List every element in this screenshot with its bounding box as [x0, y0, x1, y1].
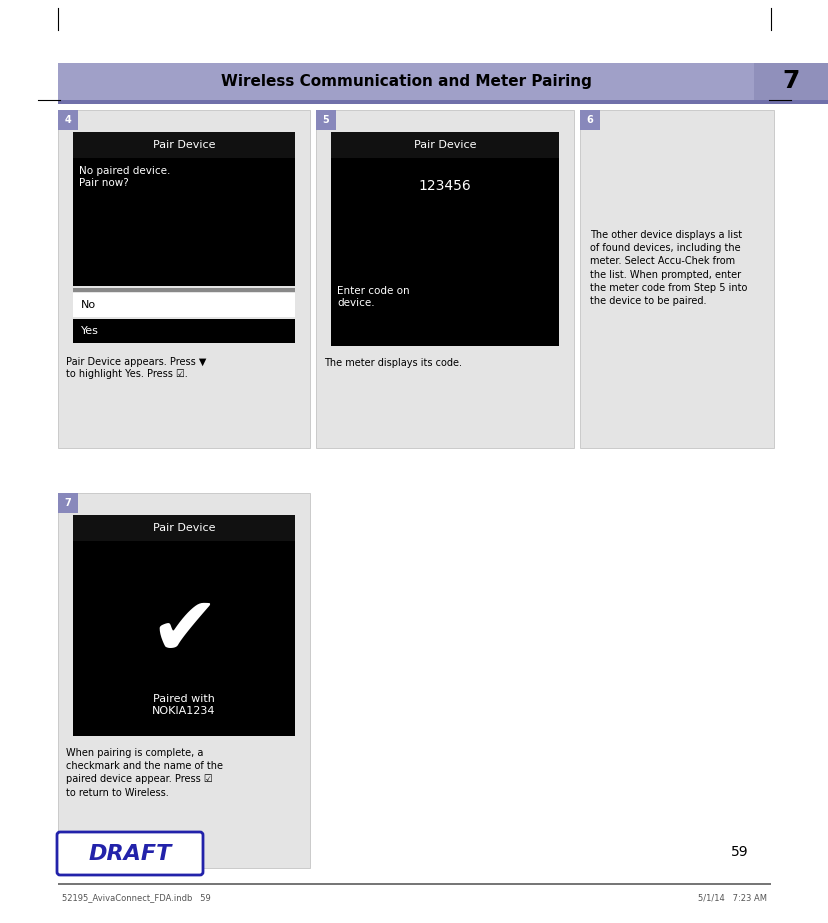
Text: ✔: ✔ — [149, 591, 219, 672]
Text: 6: 6 — [586, 115, 593, 125]
Bar — [330, 132, 558, 158]
Text: Pair Device: Pair Device — [152, 523, 215, 533]
Text: 5: 5 — [322, 115, 329, 125]
Bar — [58, 493, 78, 513]
Bar — [73, 541, 295, 736]
Text: Pair Device appears. Press ▼
to highlight Yes. Press ☑.: Pair Device appears. Press ▼ to highligh… — [66, 357, 206, 378]
FancyBboxPatch shape — [57, 832, 203, 875]
Bar — [73, 319, 295, 343]
Text: Paired with
NOKIA1234: Paired with NOKIA1234 — [152, 694, 215, 716]
Text: 5/1/14   7:23 AM: 5/1/14 7:23 AM — [697, 893, 766, 903]
Bar — [58, 100, 828, 104]
Bar — [73, 288, 295, 292]
Bar — [330, 158, 558, 346]
Text: 59: 59 — [730, 845, 748, 859]
Text: Pair Device: Pair Device — [413, 140, 475, 150]
Text: DRAFT: DRAFT — [89, 844, 171, 864]
Bar — [73, 515, 295, 541]
Bar — [58, 493, 310, 868]
Bar — [315, 110, 335, 130]
Text: Wireless Communication and Meter Pairing: Wireless Communication and Meter Pairing — [220, 74, 590, 89]
Text: No: No — [81, 300, 96, 310]
Bar — [73, 293, 295, 317]
Text: The other device displays a list
of found devices, including the
meter. Select A: The other device displays a list of foun… — [590, 230, 747, 306]
Text: 4: 4 — [65, 115, 71, 125]
Bar — [753, 63, 828, 100]
Bar — [580, 110, 773, 448]
Text: 52195_AvivaConnect_FDA.indb   59: 52195_AvivaConnect_FDA.indb 59 — [62, 893, 210, 903]
Bar — [58, 63, 753, 100]
Bar — [58, 110, 310, 448]
Text: Yes: Yes — [81, 326, 99, 336]
Text: The meter displays its code.: The meter displays its code. — [324, 358, 461, 368]
Bar — [580, 110, 599, 130]
Text: Enter code on
device.: Enter code on device. — [337, 286, 409, 308]
Text: 7: 7 — [65, 498, 71, 508]
Text: 123456: 123456 — [418, 179, 471, 193]
Text: No paired device.
Pair now?: No paired device. Pair now? — [79, 166, 171, 188]
Text: Pair Device: Pair Device — [152, 140, 215, 150]
Bar — [315, 110, 573, 448]
Bar — [73, 158, 295, 286]
Text: 7: 7 — [782, 69, 799, 93]
Bar — [58, 883, 770, 885]
Bar — [73, 132, 295, 158]
Text: When pairing is complete, a
checkmark and the name of the
paired device appear. : When pairing is complete, a checkmark an… — [66, 748, 223, 797]
Bar — [58, 110, 78, 130]
